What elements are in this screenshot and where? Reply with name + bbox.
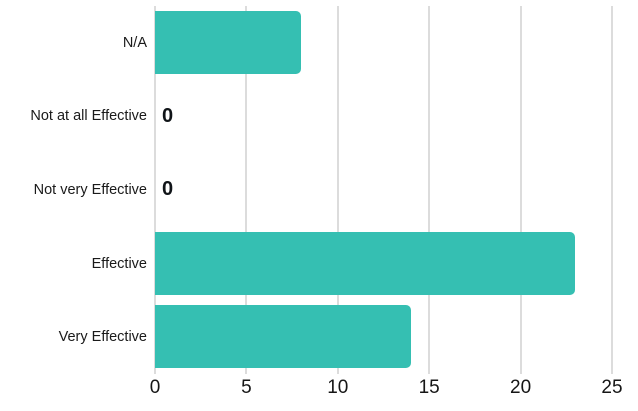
x-tick-label-5: 5 — [241, 377, 252, 398]
gridline-25 — [611, 6, 613, 374]
chart-row-not-at-all-effective: 0 — [155, 80, 612, 154]
bar-effective[interactable] — [155, 231, 576, 295]
chart-row-effective — [155, 227, 612, 301]
category-label-effective: Effective — [91, 255, 147, 272]
category-axis: N/A Not at all Effective Not very Effectiv… — [0, 6, 147, 374]
gridline-15 — [428, 6, 431, 374]
bar-very-effective[interactable] — [155, 305, 411, 369]
category-label-not-at-all-effective: Not at all Effective — [30, 108, 147, 125]
value-label-not-very-effective: 0 — [162, 178, 174, 201]
value-axis: 0 5 10 15 20 25 — [150, 376, 623, 404]
x-tick-label-20: 20 — [510, 377, 532, 398]
category-label-not-very-effective: Not very Effective — [33, 181, 147, 198]
category-label-n-a: N/A — [122, 34, 147, 51]
value-label-not-at-all-effective: 0 — [162, 104, 174, 127]
x-tick-label-25: 25 — [601, 377, 623, 398]
bar-n-a[interactable] — [155, 11, 302, 74]
chart-row-n-a — [155, 6, 612, 80]
x-tick-label-0: 0 — [149, 377, 161, 398]
category-label-very-effective: Very Effective — [58, 329, 147, 346]
gridline-10 — [336, 6, 339, 374]
chart-row-not-very-effective: 0 — [155, 153, 612, 227]
gridline-0 — [154, 6, 156, 374]
x-tick-label-15: 15 — [418, 377, 440, 398]
gridline-20 — [519, 6, 522, 374]
gridline-5 — [245, 6, 248, 374]
chart-row-very-effective — [155, 300, 612, 374]
x-tick-label-10: 10 — [327, 377, 349, 398]
